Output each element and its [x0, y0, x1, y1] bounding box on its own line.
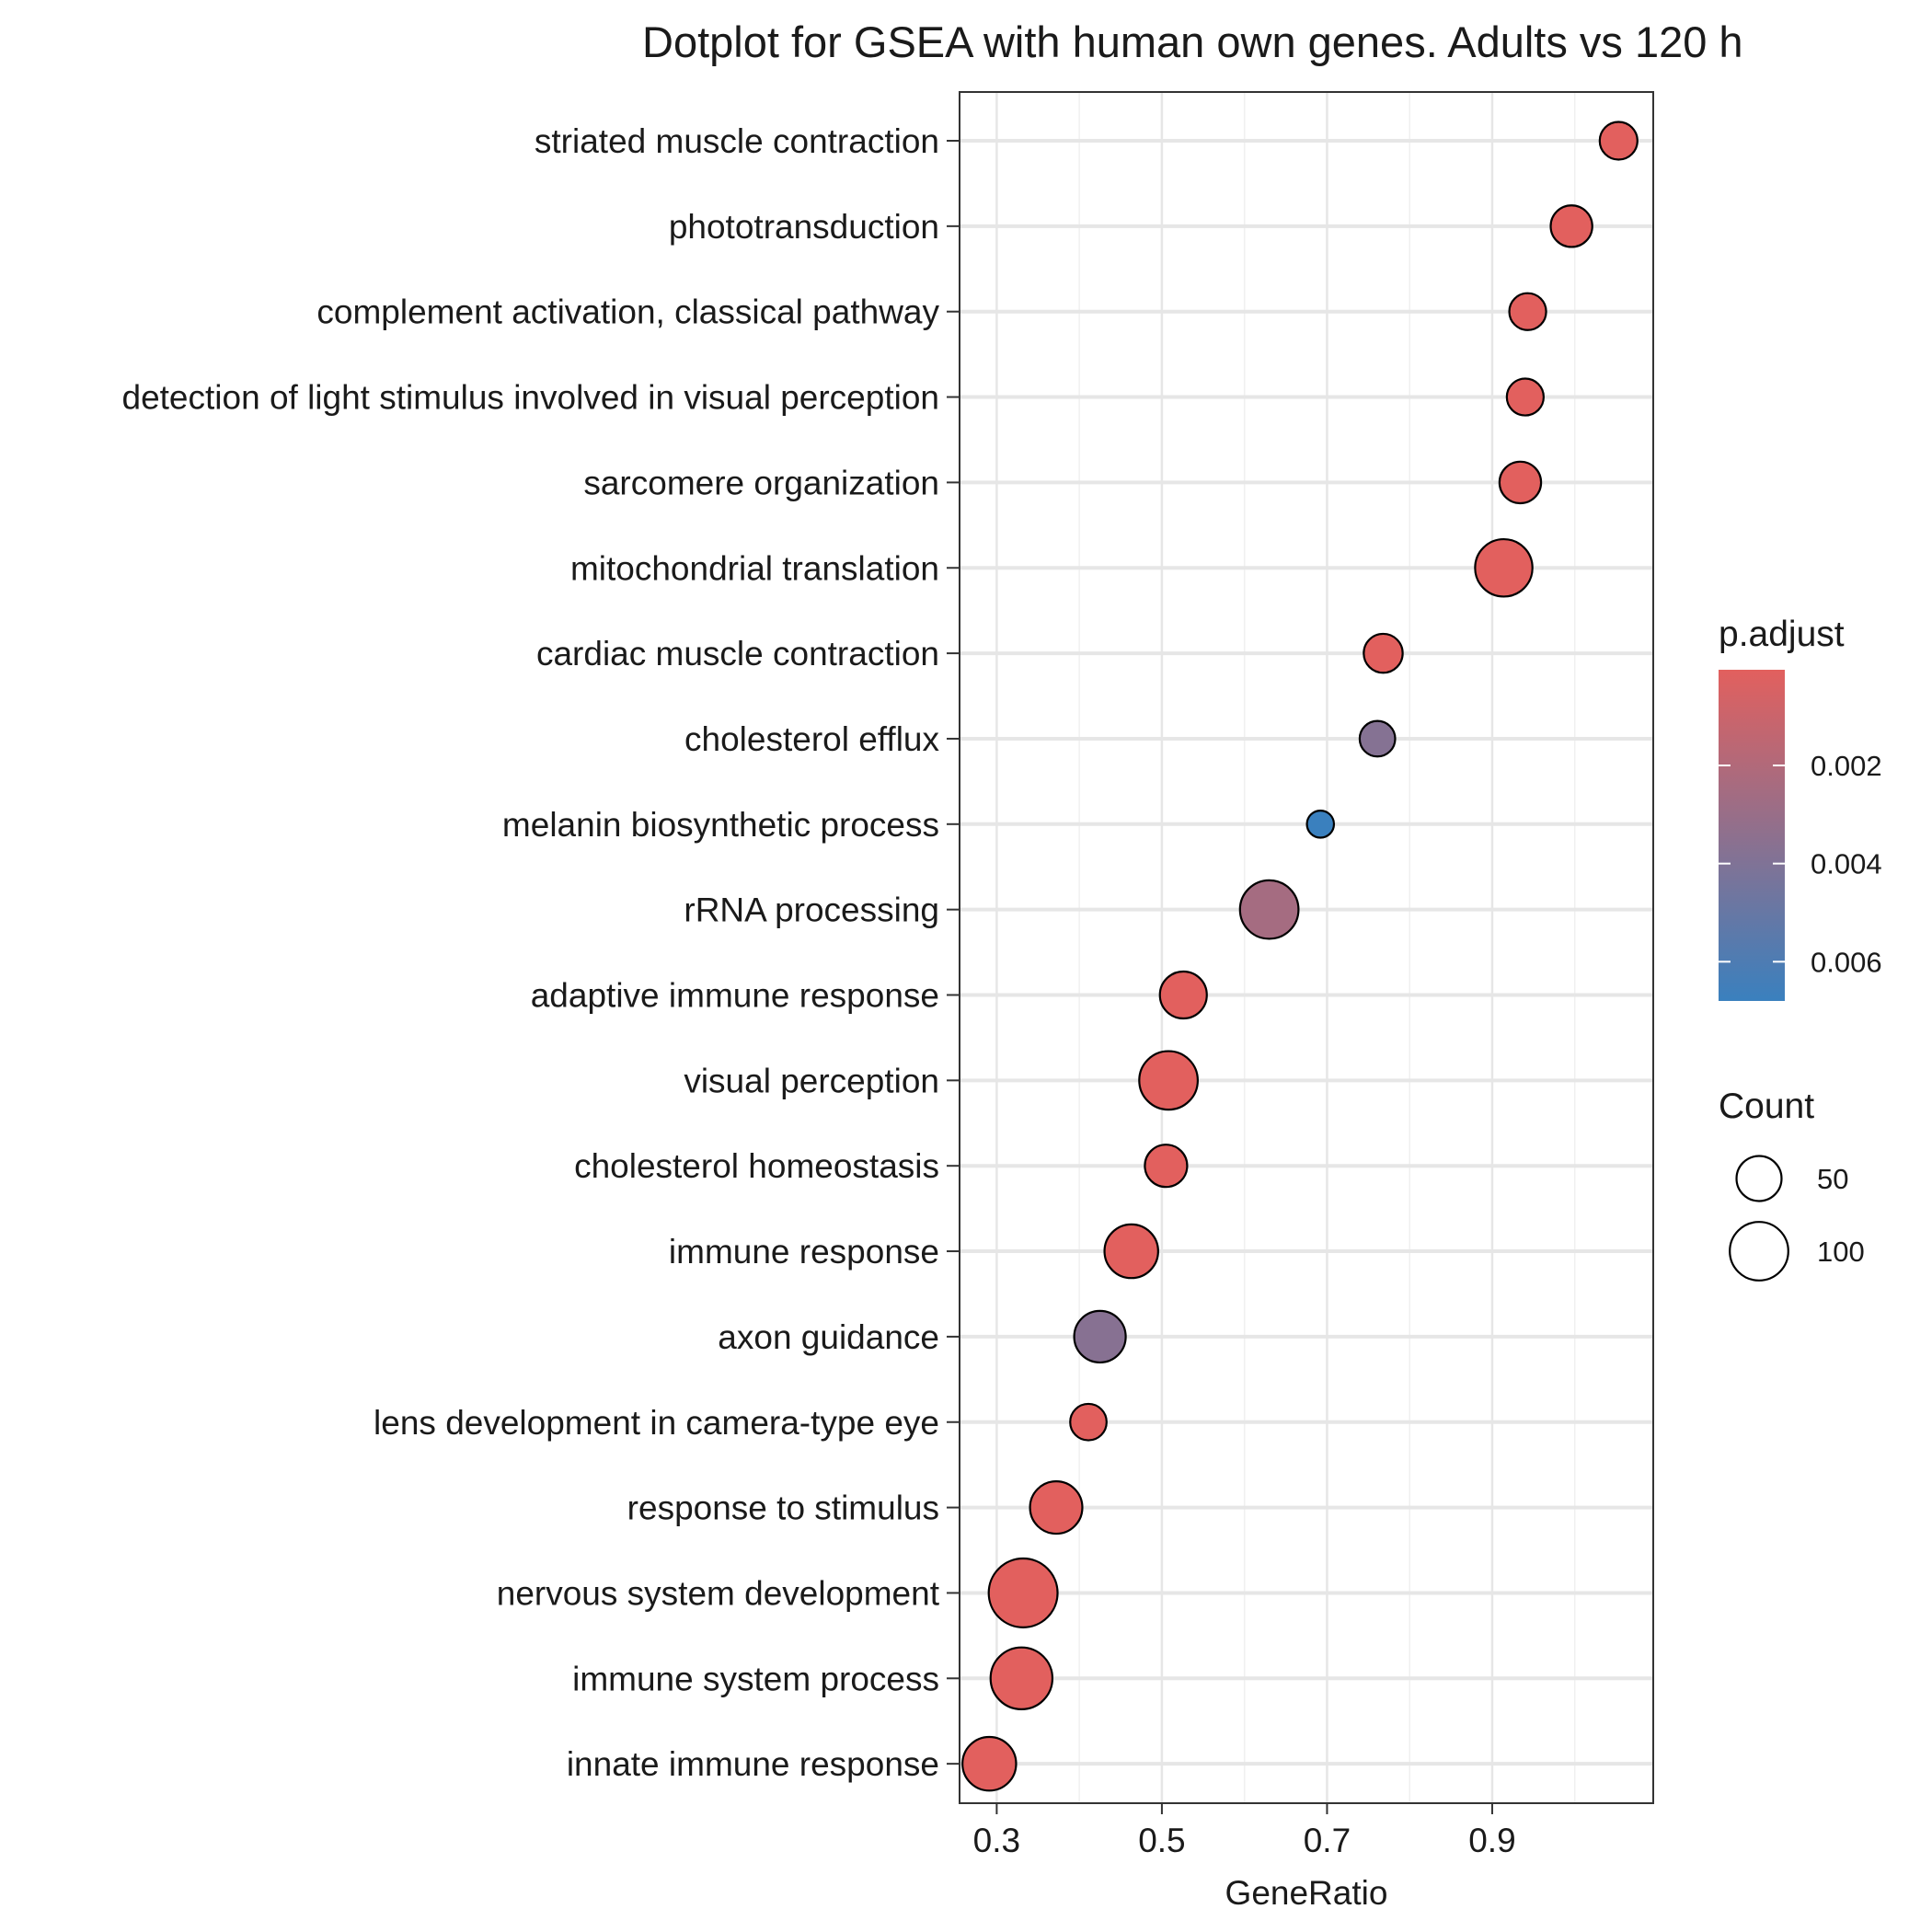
y-tick-label: visual perception [684, 1062, 939, 1099]
y-tick-label: melanin biosynthetic process [502, 806, 939, 844]
dot-point [961, 1735, 1018, 1792]
dot-point [1363, 632, 1404, 674]
y-tick-label: mitochondrial translation [570, 549, 939, 587]
dot-point [1069, 1402, 1108, 1442]
y-axis: striated muscle contraction phototransduc… [122, 122, 960, 1783]
x-axis: 0.3 0.5 0.7 0.9 [973, 1803, 1516, 1859]
grid-lines [960, 92, 1653, 1803]
x-tick-label: 0.9 [1468, 1822, 1515, 1859]
data-points [961, 121, 1639, 1792]
y-tick-label: striated muscle contraction [535, 122, 939, 160]
x-tick-label: 0.7 [1304, 1822, 1351, 1859]
y-tick-label: lens development in camera-type eye [374, 1404, 939, 1442]
y-tick-label: rRNA processing [684, 891, 939, 929]
x-tick-label: 0.3 [973, 1822, 1020, 1859]
dot-point [987, 1557, 1059, 1628]
y-tick-label: innate immune response [567, 1745, 939, 1783]
x-axis-title: GeneRatio [1225, 1874, 1388, 1912]
dot-point [1598, 121, 1639, 161]
dot-point [1498, 460, 1543, 505]
colorbar-tick-label: 0.002 [1811, 750, 1882, 782]
chart-title: Dotplot for GSEA with human own genes. A… [642, 17, 1743, 66]
p-adjust-colorbar [1719, 670, 1785, 1001]
dot-point [1144, 1144, 1189, 1189]
y-tick-label: adaptive immune response [531, 977, 939, 1015]
dot-point [1474, 537, 1534, 598]
y-tick-label: phototransduction [669, 208, 939, 246]
dot-point [1238, 879, 1300, 940]
p-adjust-legend: p.adjust 0.002 0.004 0.006 [1719, 615, 1882, 1001]
count-legend-label: 100 [1817, 1236, 1865, 1268]
dot-point [1508, 292, 1547, 331]
y-tick-label: complement activation, classical pathway [316, 293, 939, 331]
dot-point [1103, 1223, 1159, 1280]
y-tick-label: axon guidance [718, 1318, 939, 1356]
dot-point [989, 1646, 1054, 1711]
dot-point [1305, 809, 1336, 839]
plot-panel-border [959, 91, 1654, 1804]
y-tick-label: sarcomere organization [583, 464, 939, 501]
colorbar-tick-label: 0.006 [1811, 946, 1882, 978]
dot-point [1549, 204, 1593, 248]
colorbar-ticks: 0.002 0.004 0.006 [1719, 750, 1882, 978]
y-tick-label: nervous system development [497, 1574, 940, 1612]
y-tick-label: detection of light stimulus involved in … [122, 379, 940, 417]
y-tick-label: response to stimulus [627, 1489, 939, 1527]
colorbar-tick-label: 0.004 [1811, 848, 1882, 880]
dot-point [1138, 1050, 1199, 1111]
count-legend-title: Count [1719, 1087, 1814, 1126]
p-adjust-legend-title: p.adjust [1719, 615, 1845, 654]
count-legend: Count 50 100 [1719, 1087, 1865, 1282]
count-legend-label: 50 [1817, 1163, 1848, 1195]
dot-point [1358, 719, 1397, 758]
dot-point [1029, 1480, 1084, 1535]
y-tick-label: immune response [669, 1233, 939, 1271]
x-tick-label: 0.5 [1138, 1822, 1185, 1859]
y-tick-label: cholesterol homeostasis [574, 1147, 939, 1185]
y-tick-label: cardiac muscle contraction [536, 635, 939, 673]
count-legend-keys: 50 100 [1729, 1155, 1865, 1282]
y-tick-label: cholesterol efflux [684, 720, 939, 758]
dot-point [1505, 377, 1545, 417]
count-legend-circle [1735, 1155, 1783, 1202]
dot-point [1073, 1309, 1127, 1364]
count-legend-circle [1729, 1221, 1789, 1282]
dot-point [1158, 970, 1208, 1020]
y-tick-label: immune system process [572, 1660, 939, 1697]
